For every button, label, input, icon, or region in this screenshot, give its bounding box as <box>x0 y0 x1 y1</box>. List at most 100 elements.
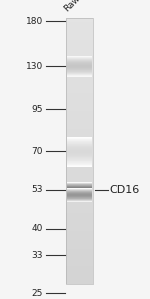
Bar <box>66 262 93 266</box>
Bar <box>67 63 92 64</box>
Bar <box>66 80 93 84</box>
Bar <box>66 257 93 262</box>
Bar <box>66 27 93 31</box>
Bar <box>66 71 93 76</box>
Bar <box>66 120 93 124</box>
Bar <box>66 160 93 164</box>
Bar <box>67 190 92 191</box>
Bar <box>67 194 92 195</box>
Bar <box>67 193 92 194</box>
Text: 70: 70 <box>31 147 43 156</box>
Bar <box>67 65 92 66</box>
Bar <box>66 36 93 40</box>
Bar <box>66 22 93 27</box>
Bar <box>67 61 92 62</box>
Bar <box>67 75 92 76</box>
Bar <box>66 133 93 138</box>
Bar <box>66 111 93 115</box>
Bar <box>67 161 92 162</box>
Bar <box>66 54 93 58</box>
Bar <box>66 178 93 182</box>
Bar <box>67 73 92 74</box>
Bar <box>66 280 93 284</box>
Bar <box>67 196 92 197</box>
Bar <box>66 275 93 280</box>
Bar <box>67 199 92 200</box>
Bar <box>67 198 92 199</box>
Bar <box>66 129 93 133</box>
Bar <box>66 67 93 71</box>
Bar <box>67 160 92 161</box>
Bar <box>67 64 92 65</box>
Bar <box>67 148 92 149</box>
Bar <box>67 197 92 198</box>
Bar <box>67 138 92 139</box>
Bar <box>66 31 93 36</box>
Text: 180: 180 <box>26 17 43 26</box>
Bar <box>67 186 92 187</box>
Bar <box>67 76 92 77</box>
Bar <box>66 124 93 129</box>
Bar <box>67 147 92 148</box>
Bar <box>66 142 93 147</box>
Bar <box>67 141 92 142</box>
Bar <box>67 200 92 201</box>
Bar <box>67 155 92 156</box>
Bar <box>66 84 93 89</box>
Bar <box>67 142 92 143</box>
Bar <box>67 145 92 146</box>
Text: 53: 53 <box>31 185 43 194</box>
Bar <box>66 49 93 54</box>
Bar <box>67 146 92 147</box>
Bar <box>67 71 92 72</box>
Bar <box>67 191 92 192</box>
Bar <box>67 201 92 202</box>
Bar <box>66 115 93 120</box>
Bar <box>66 222 93 226</box>
Bar <box>67 192 92 193</box>
Bar <box>67 184 92 185</box>
Bar <box>67 190 92 191</box>
Bar <box>66 235 93 240</box>
Bar <box>66 155 93 160</box>
Bar <box>67 140 92 141</box>
Text: 95: 95 <box>31 105 43 114</box>
Bar <box>66 244 93 248</box>
Bar <box>66 248 93 253</box>
Bar <box>67 187 92 188</box>
Bar <box>67 183 92 184</box>
Bar <box>67 195 92 196</box>
Bar <box>66 40 93 45</box>
Bar <box>67 193 92 194</box>
Bar <box>67 66 92 67</box>
Bar <box>67 157 92 158</box>
Bar <box>67 72 92 73</box>
Bar <box>67 74 92 75</box>
Bar <box>67 56 92 57</box>
Text: CD16: CD16 <box>110 185 140 195</box>
Bar <box>67 182 92 183</box>
Bar <box>67 58 92 59</box>
Bar <box>66 226 93 231</box>
Bar <box>67 59 92 60</box>
Bar <box>67 62 92 63</box>
Bar <box>66 240 93 244</box>
Bar <box>66 173 93 178</box>
Bar <box>67 151 92 152</box>
Bar <box>67 185 92 186</box>
Bar <box>67 144 92 145</box>
Bar <box>66 195 93 200</box>
Bar <box>67 159 92 160</box>
Bar <box>67 189 92 190</box>
Bar <box>66 271 93 275</box>
Bar <box>66 266 93 271</box>
Bar <box>67 158 92 159</box>
Bar <box>67 67 92 68</box>
Bar <box>67 189 92 190</box>
Bar <box>67 188 92 189</box>
Bar <box>67 156 92 157</box>
Bar <box>66 151 93 155</box>
Bar <box>67 196 92 197</box>
Text: 40: 40 <box>31 224 43 233</box>
Bar <box>67 69 92 70</box>
